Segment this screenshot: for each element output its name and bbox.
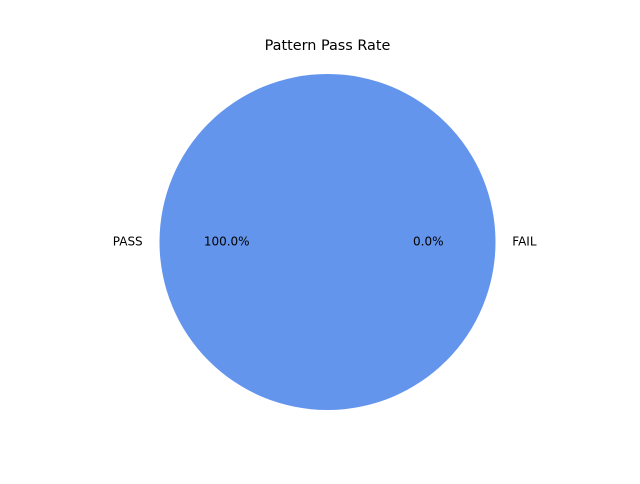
pie-slices: [159, 74, 496, 410]
pie-pct-label-pass: 100.0%: [204, 235, 250, 249]
pie-label-pass: PASS: [113, 235, 143, 249]
pie-label-fail: FAIL: [512, 235, 537, 249]
chart-title: Pattern Pass Rate: [265, 38, 391, 54]
pie-labels: PASS 100.0% FAIL 0.0%: [113, 235, 537, 249]
pie-slice-pass: [159, 74, 496, 410]
pie-pct-label-fail: 0.0%: [413, 235, 444, 249]
